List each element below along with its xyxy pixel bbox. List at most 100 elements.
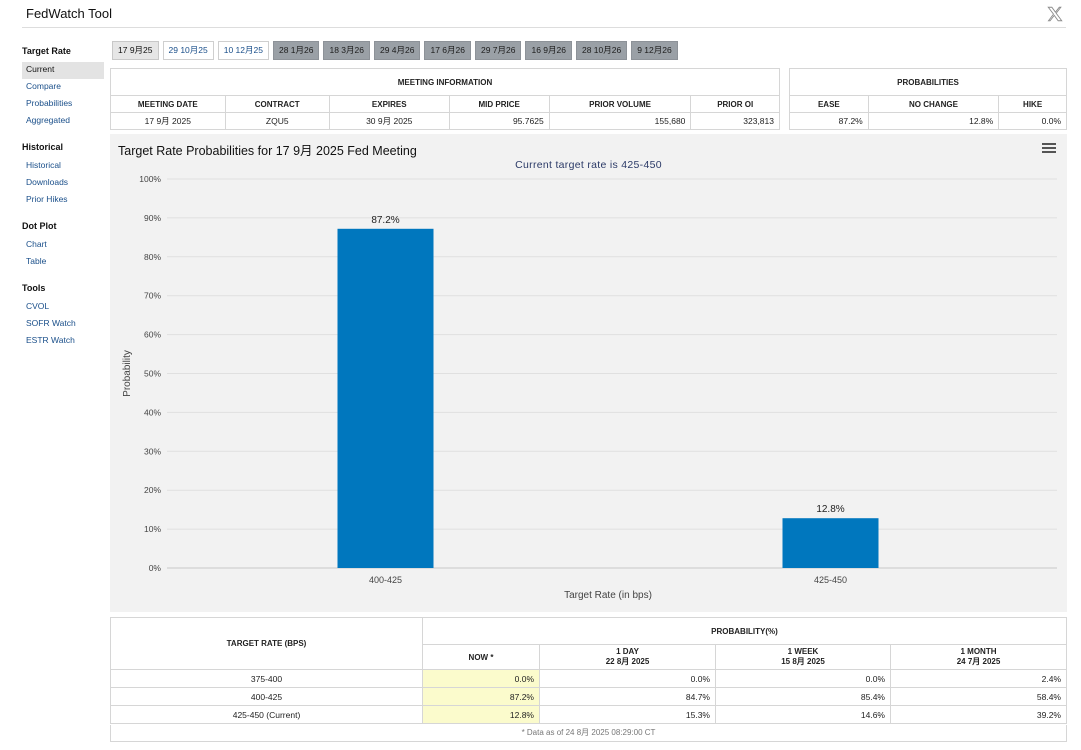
x-tick-label: 400-425 xyxy=(369,575,402,585)
probabilities-heading: PROBABILITIES xyxy=(789,68,1067,96)
meeting-information-table: MEETING INFORMATION MEETING DATE CONTRACT… xyxy=(110,68,780,130)
sidebar-group-dot-plot: Dot Plot Chart Table xyxy=(22,219,104,271)
bar-value-label: 87.2% xyxy=(371,215,399,226)
cell-expires: 30 9月 2025 xyxy=(328,112,450,130)
probability-group-header: PROBABILITY(%) xyxy=(422,617,1067,645)
probability-column-header: 1 WEEK 15 8月 2025 xyxy=(715,644,891,670)
meeting-tab[interactable]: 28 10月26 xyxy=(575,41,628,60)
meeting-tab[interactable]: 29 7月26 xyxy=(474,41,522,60)
meeting-tab[interactable]: 16 9月26 xyxy=(525,41,572,60)
y-tick-label: 100% xyxy=(139,174,161,184)
y-tick-label: 70% xyxy=(144,291,161,301)
meeting-tab[interactable]: 18 3月26 xyxy=(323,41,370,60)
chart-subtitle: Current target rate is 425-450 xyxy=(515,159,662,171)
x-axis-label: Target Rate (in bps) xyxy=(564,590,652,601)
sidebar-item-sofr-watch[interactable]: SOFR Watch xyxy=(26,318,76,328)
sidebar-item-cvol[interactable]: CVOL xyxy=(26,301,50,311)
sidebar-item-historical[interactable]: Historical xyxy=(26,160,61,170)
y-tick-label: 0% xyxy=(149,563,162,573)
sidebar-item-prior-hikes[interactable]: Prior Hikes xyxy=(26,194,68,204)
sidebar-heading: Target Rate xyxy=(22,46,71,56)
bar-425-450[interactable] xyxy=(782,518,879,568)
sidebar-item-current[interactable]: Current xyxy=(22,62,104,79)
header-divider xyxy=(22,27,1066,28)
meeting-information-heading: MEETING INFORMATION xyxy=(110,68,780,96)
x-logo-icon[interactable] xyxy=(1046,5,1064,23)
sidebar-item-estr-watch[interactable]: ESTR Watch xyxy=(26,335,75,345)
cell-contract: ZQU5 xyxy=(224,112,330,130)
meeting-tab[interactable]: 29 10月25 xyxy=(162,41,214,60)
target-rate-cell: 375-400 xyxy=(110,669,423,688)
column-header-line2: 22 8月 2025 xyxy=(605,657,650,666)
top-bar: FedWatch Tool xyxy=(0,0,1081,30)
meeting-tabs: 17 9月25 29 10月25 10 12月25 28 1月26 18 3月26 29 … xyxy=(112,41,678,60)
column-header-prior-volume: PRIOR VOLUME xyxy=(548,95,692,113)
y-axis-label: Probability xyxy=(122,350,133,397)
column-header-meeting-date: MEETING DATE xyxy=(110,95,226,113)
column-header-line1: NOW * xyxy=(468,652,494,662)
sidebar-heading: Dot Plot xyxy=(22,221,57,231)
probability-cell: 2.4% xyxy=(890,669,1067,688)
probability-cell: 58.4% xyxy=(890,687,1067,706)
probabilities-table: PROBABILITIES EASE NO CHANGE HIKE 87.2% 12.… xyxy=(789,68,1067,130)
sidebar-nav: Target Rate Current Compare Probabilities Ag… xyxy=(22,40,104,360)
chart-panel: Target Rate Probabilities for 17 9月 2025… xyxy=(110,134,1067,612)
y-tick-label: 60% xyxy=(144,330,161,340)
chart-title: Target Rate Probabilities for 17 9月 2025… xyxy=(118,144,417,158)
y-tick-label: 50% xyxy=(144,369,161,379)
column-header-prior-oi: PRIOR OI xyxy=(690,95,780,113)
sidebar-item-aggregated[interactable]: Aggregated xyxy=(26,115,70,125)
sidebar-item-compare[interactable]: Compare xyxy=(26,81,61,91)
y-tick-label: 90% xyxy=(144,213,161,223)
meeting-tab[interactable]: 10 12月25 xyxy=(217,41,269,60)
probability-column-header: 1 MONTH 24 7月 2025 xyxy=(890,644,1067,670)
probability-cell: 15.3% xyxy=(539,705,716,724)
cell-no-change: 12.8% xyxy=(867,112,1000,130)
bar-400-425[interactable] xyxy=(337,228,434,568)
meeting-tab[interactable]: 17 6月26 xyxy=(424,41,471,60)
sidebar-item-probabilities[interactable]: Probabilities xyxy=(26,98,73,108)
column-header-line1: 1 MONTH xyxy=(960,647,997,656)
target-rate-header: TARGET RATE (BPS) xyxy=(110,617,423,670)
sidebar-group-historical: Historical Historical Downloads Prior Hikes xyxy=(22,140,104,209)
cell-hike: 0.0% xyxy=(998,112,1067,130)
column-header-contract: CONTRACT xyxy=(224,95,330,113)
y-tick-label: 20% xyxy=(144,485,161,495)
probability-cell: 12.8% xyxy=(422,705,540,724)
target-rate-cell: 400-425 xyxy=(110,687,423,706)
meeting-tab[interactable]: 9 12月26 xyxy=(631,41,678,60)
column-header-line1: 1 DAY xyxy=(616,647,639,656)
table-row: 425-450 (Current) 12.8% 15.3% 14.6% 39.2% xyxy=(110,705,1067,724)
probability-column-header: NOW * xyxy=(422,644,540,670)
sidebar-item-table[interactable]: Table xyxy=(26,256,47,266)
cell-prior-oi: 323,813 xyxy=(690,112,780,130)
sidebar-item-downloads[interactable]: Downloads xyxy=(26,177,69,187)
meeting-tab[interactable]: 29 4月26 xyxy=(373,41,421,60)
table-row: 400-425 87.2% 84.7% 85.4% 58.4% xyxy=(110,687,1067,706)
cell-mid-price: 95.7625 xyxy=(448,112,550,130)
cell-prior-volume: 155,680 xyxy=(548,112,692,130)
target-rate-cell: 425-450 (Current) xyxy=(110,705,423,724)
sidebar-group-target-rate: Target Rate Current Compare Probabilities Ag… xyxy=(22,44,104,130)
cell-meeting-date: 17 9月 2025 xyxy=(110,112,226,130)
meeting-tab[interactable]: 17 9月25 xyxy=(112,41,159,60)
y-tick-label: 40% xyxy=(144,407,161,417)
table-row: 375-400 0.0% 0.0% 0.0% 2.4% xyxy=(110,669,1067,688)
sidebar-heading: Tools xyxy=(22,283,46,293)
y-tick-label: 80% xyxy=(144,252,161,262)
column-header-expires: EXPIRES xyxy=(328,95,450,113)
bar-chart: 0% 10% 20% 30% 40% 50% 60% 70% 80% 90% 100% 87.2% 40… xyxy=(122,174,1057,601)
column-header-line2: 15 8月 2025 xyxy=(781,657,825,666)
cell-ease: 87.2% xyxy=(789,112,869,130)
column-header-line1: 1 WEEK xyxy=(787,647,819,656)
chart-menu-icon[interactable] xyxy=(1042,142,1056,154)
probability-cell: 14.6% xyxy=(715,705,891,724)
probability-cell: 39.2% xyxy=(890,705,1067,724)
meeting-tab[interactable]: 28 1月26 xyxy=(272,41,320,60)
y-tick-label: 10% xyxy=(144,524,161,534)
column-header-no-change: NO CHANGE xyxy=(867,95,1000,113)
sidebar-item-chart[interactable]: Chart xyxy=(26,239,47,249)
probability-cell: 0.0% xyxy=(422,669,540,688)
x-tick-label: 425-450 xyxy=(814,575,847,585)
column-header-mid-price: MID PRICE xyxy=(448,95,550,113)
